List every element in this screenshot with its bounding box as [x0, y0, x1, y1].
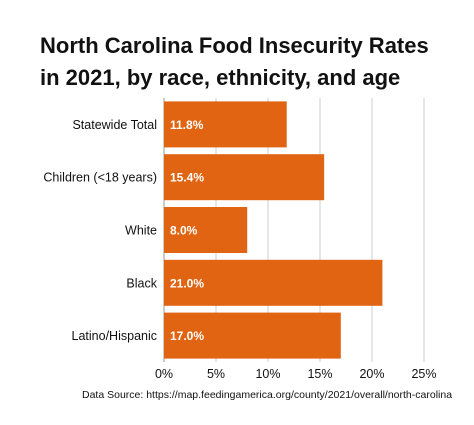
bars: 11.8% 15.4% 8.0% 21.0% 17.0% [164, 101, 383, 359]
category-label: Latino/Hispanic [72, 329, 157, 343]
bar-value-label: 8.0% [170, 224, 198, 238]
chart-title-line-2: in 2021, by race, ethnicity, and age [40, 65, 401, 90]
x-tick-label: 0% [155, 367, 173, 381]
x-tick-label: 10% [255, 367, 280, 381]
x-tick-label: 5% [207, 367, 225, 381]
bar [164, 312, 341, 359]
chart-title: North Carolina Food Insecurity Rates in … [40, 30, 470, 94]
chart-title-line-1: North Carolina Food Insecurity Rates [40, 33, 429, 58]
category-label: Statewide Total [72, 118, 157, 132]
data-source-note: Data Source: https://map.feedingamerica.… [82, 389, 453, 401]
x-tick-label: 20% [359, 367, 384, 381]
bar [164, 154, 325, 201]
x-axis-ticks: 0% 5% 10% 15% 20% 25% [155, 367, 437, 381]
bar-value-label: 17.0% [170, 329, 204, 343]
bar-value-label: 15.4% [170, 171, 204, 185]
category-label: Black [126, 276, 157, 290]
bar-value-label: 11.8% [170, 118, 204, 132]
bar [164, 101, 287, 148]
category-label: White [125, 224, 157, 238]
x-tick-label: 25% [411, 367, 436, 381]
category-labels: Statewide Total Children (<18 years) White… [43, 118, 157, 343]
x-tick-label: 15% [307, 367, 332, 381]
bar [164, 207, 248, 253]
bar-value-label: 21.0% [170, 276, 204, 290]
bar [164, 259, 383, 306]
category-label: Children (<18 years) [43, 171, 157, 185]
